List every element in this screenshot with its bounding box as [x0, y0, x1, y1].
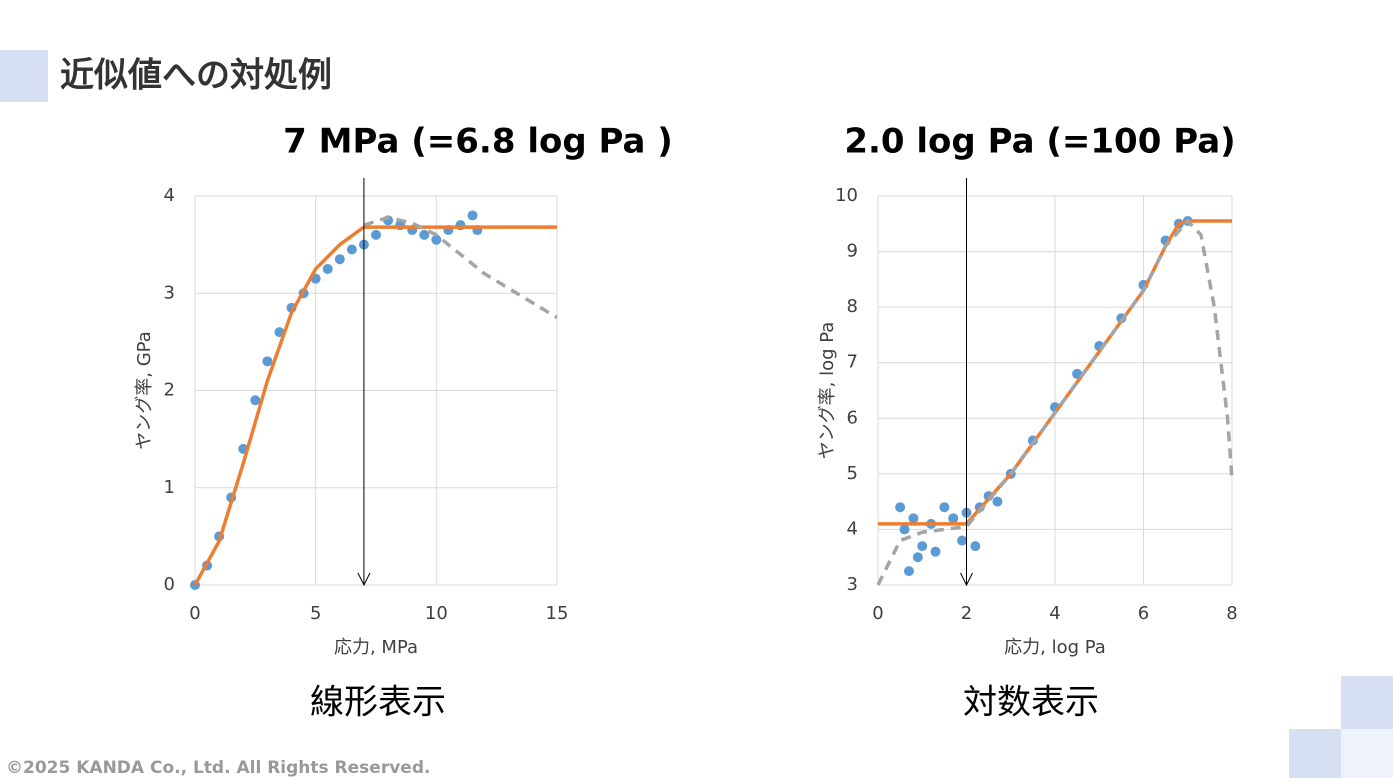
- y-tick-label: 10: [835, 185, 858, 206]
- data-point: [262, 356, 273, 367]
- y-tick-label: 0: [164, 574, 175, 595]
- data-point: [346, 244, 357, 255]
- caption: 線形表示: [310, 683, 446, 723]
- x-tick-label: 6: [1138, 603, 1149, 624]
- trend-dashed: [363, 215, 558, 320]
- decor: [0, 50, 48, 102]
- trend-dashed: [876, 218, 1234, 586]
- footer: ©2025 KANDA Co., Ltd. All Rights Reserve…: [6, 758, 430, 778]
- data-point: [371, 229, 381, 240]
- fit-line: [193, 225, 557, 586]
- data-point: [992, 496, 1003, 507]
- x-tick-label: 5: [310, 603, 321, 624]
- y-tick-label: 7: [847, 352, 858, 373]
- y-tick-label: 8: [847, 296, 858, 317]
- x-tick-label: 0: [872, 603, 883, 624]
- data-point: [970, 541, 981, 552]
- data-point: [939, 502, 950, 513]
- data-point: [334, 254, 345, 265]
- x-axis-label: 応力, MPa: [334, 637, 418, 658]
- y-tick-label: 6: [847, 407, 858, 428]
- x-tick-label: 15: [546, 603, 569, 624]
- y-tick-label: 2: [164, 380, 175, 401]
- y-tick-label: 3: [847, 574, 858, 595]
- data-point: [948, 513, 959, 524]
- y-tick-label: 3: [164, 282, 175, 303]
- x-axis-label: 応力, log Pa: [1004, 637, 1106, 658]
- y-tick-label: 1: [164, 477, 175, 498]
- marker-arrow: [357, 572, 371, 587]
- y-tick-label: 4: [847, 518, 858, 539]
- y-axis-label: ヤング率, GPa: [134, 331, 155, 449]
- y-tick-label: 4: [164, 185, 175, 206]
- x-tick-label: 0: [189, 603, 200, 624]
- x-tick-label: 2: [961, 603, 972, 624]
- data-point: [908, 513, 919, 524]
- marker-arrow: [960, 572, 973, 587]
- data-point: [322, 263, 333, 274]
- data-point: [431, 234, 442, 245]
- decor: [1341, 729, 1393, 778]
- page-title: 近似値への対処例: [60, 56, 332, 96]
- data-point: [250, 395, 261, 406]
- decor: [1289, 729, 1341, 778]
- data-point: [930, 546, 941, 557]
- data-point: [917, 541, 928, 552]
- data-point: [895, 502, 906, 513]
- y-tick-label: 9: [847, 241, 858, 262]
- x-tick-label: 8: [1226, 603, 1237, 624]
- x-tick-label: 10: [425, 603, 448, 624]
- y-tick-label: 5: [847, 463, 858, 484]
- x-tick-label: 4: [1049, 603, 1060, 624]
- chart-title: 7 MPa (=6.8 log Pa ): [283, 122, 673, 162]
- caption: 対数表示: [963, 683, 1099, 723]
- data-point: [899, 524, 910, 535]
- data-point: [903, 566, 914, 577]
- decor: [1341, 676, 1393, 729]
- data-point: [467, 210, 478, 221]
- y-axis-label: ヤング率, log Pa: [817, 322, 838, 460]
- data-point: [912, 552, 923, 563]
- data-point: [419, 229, 430, 240]
- data-point: [957, 535, 968, 546]
- chart-title: 2.0 log Pa (=100 Pa): [844, 122, 1235, 162]
